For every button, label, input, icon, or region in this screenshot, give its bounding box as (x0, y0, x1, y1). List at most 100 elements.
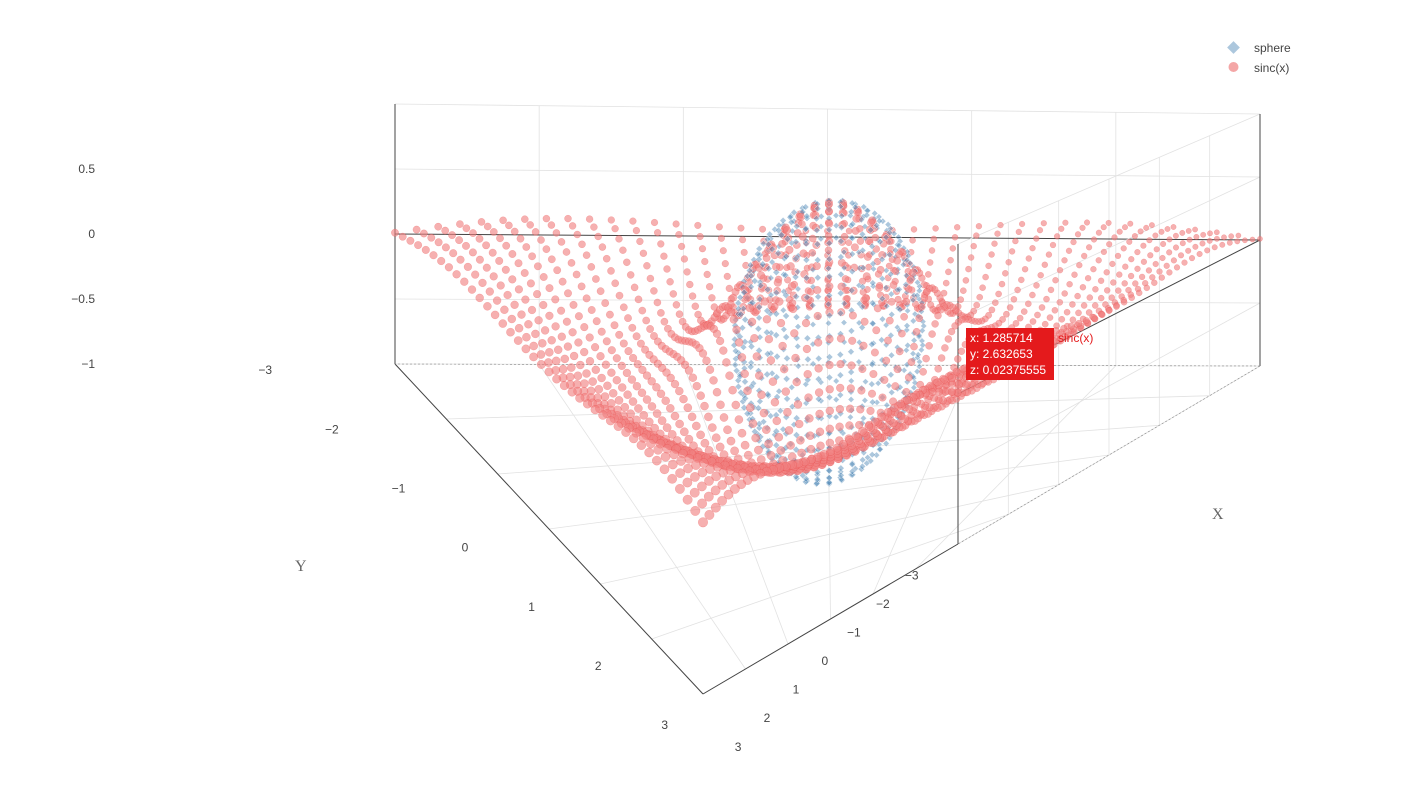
sinc-point[interactable] (933, 378, 942, 387)
sinc-point[interactable] (764, 439, 773, 449)
sinc-point[interactable] (1043, 295, 1050, 303)
sinc-point[interactable] (573, 230, 582, 239)
sphere-point[interactable] (893, 286, 901, 294)
sinc-point[interactable] (688, 373, 698, 382)
sphere-point[interactable] (774, 249, 782, 257)
sinc-point[interactable] (1146, 237, 1153, 244)
sinc-point[interactable] (536, 350, 546, 359)
sinc-point[interactable] (940, 289, 948, 297)
sinc-point[interactable] (807, 276, 816, 285)
sinc-point[interactable] (506, 327, 515, 337)
sinc-point[interactable] (902, 259, 910, 267)
sinc-point[interactable] (848, 336, 857, 345)
sinc-point[interactable] (419, 229, 428, 238)
sinc-point[interactable] (962, 277, 970, 284)
sinc-point[interactable] (880, 375, 889, 384)
sinc-point[interactable] (723, 425, 732, 435)
sinc-point[interactable] (547, 255, 556, 264)
sinc-point[interactable] (434, 238, 443, 247)
sphere-point[interactable] (755, 420, 763, 428)
sinc-point[interactable] (856, 405, 865, 414)
sphere-point[interactable] (803, 214, 811, 222)
sinc-point[interactable] (1219, 241, 1226, 248)
sphere-point[interactable] (909, 317, 917, 325)
sinc-point[interactable] (657, 309, 665, 317)
sinc-point[interactable] (740, 285, 750, 294)
sphere-point[interactable] (794, 268, 802, 276)
sinc-point[interactable] (1213, 235, 1220, 242)
sphere-point[interactable] (847, 327, 856, 335)
sinc-point[interactable] (619, 246, 627, 254)
sphere-point[interactable] (802, 225, 810, 233)
sinc-point[interactable] (1063, 308, 1071, 316)
sinc-point[interactable] (1113, 303, 1120, 310)
sinc-point[interactable] (483, 302, 492, 311)
sinc-point[interactable] (1116, 271, 1123, 278)
sinc-point[interactable] (500, 305, 509, 315)
sphere-point[interactable] (858, 323, 866, 331)
sinc-point[interactable] (414, 241, 423, 250)
sinc-point[interactable] (703, 270, 711, 279)
sphere-point[interactable] (783, 354, 791, 363)
sinc-point[interactable] (909, 236, 916, 244)
sinc-point[interactable] (1132, 280, 1139, 287)
sinc-point[interactable] (667, 473, 678, 484)
sinc-point[interactable] (1002, 270, 1009, 277)
sinc-point[interactable] (559, 381, 569, 391)
sinc-point[interactable] (766, 356, 776, 365)
sphere-point[interactable] (734, 310, 743, 318)
sphere-point[interactable] (745, 266, 754, 275)
sinc-point[interactable] (603, 381, 612, 391)
sinc-point[interactable] (753, 445, 763, 455)
sinc-point[interactable] (607, 346, 616, 355)
sinc-point[interactable] (1122, 263, 1129, 270)
sinc-point[interactable] (967, 254, 975, 261)
sphere-point[interactable] (775, 221, 783, 229)
sinc-point[interactable] (878, 251, 886, 259)
sphere-point[interactable] (754, 325, 763, 333)
sinc-point[interactable] (825, 406, 835, 416)
sinc-point[interactable] (677, 242, 686, 251)
sphere-point[interactable] (791, 273, 800, 281)
sinc-point[interactable] (775, 297, 784, 306)
sinc-point[interactable] (615, 291, 624, 300)
sinc-point[interactable] (642, 395, 652, 404)
sphere-point[interactable] (734, 376, 742, 385)
sphere-point[interactable] (837, 223, 846, 232)
sinc-point[interactable] (1128, 256, 1135, 263)
sinc-point[interactable] (594, 232, 602, 241)
sinc-point[interactable] (522, 243, 531, 251)
sphere-point[interactable] (878, 275, 886, 283)
sinc-point[interactable] (1025, 255, 1033, 262)
sinc-point[interactable] (659, 464, 670, 475)
sphere-point[interactable] (739, 343, 748, 351)
sinc-point[interactable] (728, 385, 737, 395)
sinc-point[interactable] (1152, 260, 1159, 268)
sinc-point[interactable] (1080, 302, 1088, 309)
sinc-point[interactable] (533, 262, 542, 271)
sinc-point[interactable] (825, 219, 834, 228)
sinc-point[interactable] (991, 240, 998, 247)
sphere-point[interactable] (832, 234, 840, 242)
sinc-point[interactable] (601, 299, 610, 308)
sinc-point[interactable] (460, 277, 469, 286)
sinc-point[interactable] (1058, 225, 1065, 232)
sphere-point[interactable] (868, 380, 876, 388)
sphere-point[interactable] (732, 347, 740, 355)
sinc-point[interactable] (995, 290, 1002, 298)
sphere-point[interactable] (746, 363, 755, 371)
sinc-point[interactable] (1060, 324, 1068, 332)
sinc-point[interactable] (557, 238, 566, 246)
sinc-point[interactable] (553, 266, 562, 275)
sphere-point[interactable] (764, 285, 772, 294)
sinc-point[interactable] (845, 421, 854, 430)
sinc-point[interactable] (1153, 246, 1160, 253)
sinc-point[interactable] (1069, 301, 1076, 308)
sinc-point[interactable] (1134, 265, 1141, 272)
sinc-point[interactable] (825, 236, 834, 246)
sinc-point[interactable] (1058, 315, 1066, 323)
sinc-point[interactable] (469, 229, 477, 238)
sinc-point[interactable] (815, 427, 825, 437)
sinc-point[interactable] (1067, 322, 1075, 330)
sinc-point[interactable] (772, 262, 781, 272)
